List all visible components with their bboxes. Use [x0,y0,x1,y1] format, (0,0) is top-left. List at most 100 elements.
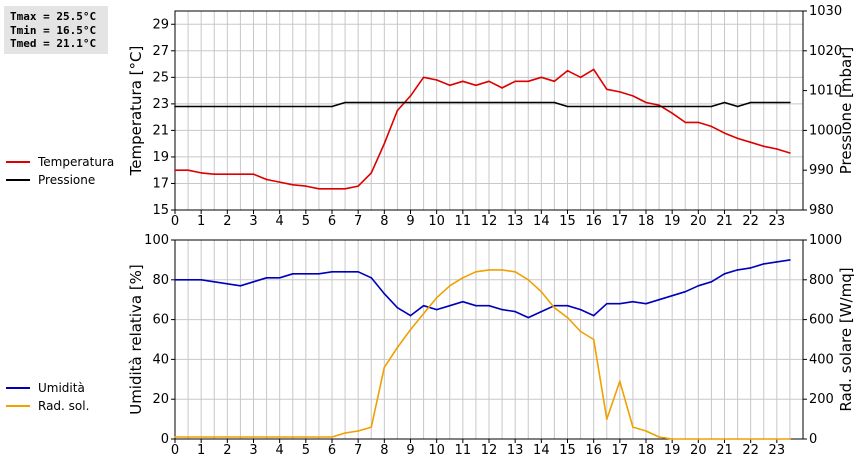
bottom-right-tick-label: 200 [809,392,834,407]
bottom-series-umidita-point [226,282,229,285]
bottom-series-umidita-point [187,279,189,281]
top-x-tick-label: 20 [690,214,707,229]
top-series-temperatura-point [448,84,451,87]
bottom-series-rad_sol-point [762,438,765,440]
bottom-series-umidita-point [422,304,425,307]
bottom-series-rad_sol-point [605,418,608,420]
top-series-pressione-point [278,105,281,108]
bottom-x-tick-label: 5 [302,443,310,458]
bottom-series-rad_sol-point [619,380,621,383]
bottom-series-rad_sol-point [409,328,412,331]
bottom-series-rad_sol-point [501,269,503,271]
bottom-series-rad_sol [174,269,791,440]
bottom-series-rad_sol-point [684,438,687,440]
stat-tmin: Tmin = 16.5°C [10,23,97,37]
bottom-series-rad_sol-line [175,269,790,440]
bottom-series-rad_sol-point [383,366,386,369]
top-series-pressione-point [226,105,229,108]
top-series-pressione-point [291,105,294,108]
bottom-series-umidita-point [318,273,320,275]
bottom-legend-label: Umidità [38,381,85,395]
bottom-x-tick-label: 6 [328,443,336,458]
top-left-axis-label: Temperatura [°C] [127,46,145,177]
bottom-series-rad_sol-point [291,436,294,438]
bottom-series-rad_sol-point [566,316,569,319]
top-series-pressione-point [553,101,556,104]
top-x-tick-label: 2 [223,214,231,229]
top-series-temperatura-point [318,187,320,190]
top-x-tick-label: 14 [533,214,550,229]
top-x-tick-label: 15 [559,214,576,229]
top-series-pressione-point [331,105,333,108]
top-series-pressione-point [501,101,503,104]
top-x-tick-label: 18 [638,214,655,229]
top-series-pressione-point [789,101,791,104]
top-x-tick-label: 16 [585,214,602,229]
bottom-series-rad_sol-point [579,330,582,333]
top-series-temperatura-point [331,187,333,190]
top-series-temperatura-point [422,76,425,79]
bottom-series-rad_sol-point [723,438,726,440]
top-x-tick-label: 17 [612,214,629,229]
bottom-series-rad_sol-point [396,346,399,349]
top-series-temperatura-point [749,141,752,144]
top-left-tick-label: 27 [152,44,169,59]
top-series-temperatura-point [527,80,530,83]
bottom-series-umidita-point [723,273,726,275]
top-x-tick-label: 5 [302,214,310,229]
top-series-temperatura-point [671,112,673,114]
bottom-series-umidita-point [252,280,255,283]
top-series-temperatura-point [383,142,386,145]
top-series-pressione [174,101,791,108]
top-series-pressione-point [252,105,255,108]
bottom-series-rad_sol-point [200,436,202,438]
top-left-tick-label: 15 [152,203,169,218]
bottom-x-tick-label: 15 [559,443,576,458]
top-series-pressione-point [448,101,451,104]
bottom-x-tick-label: 11 [455,443,472,458]
bottom-series-umidita-line [175,259,791,319]
bottom-series-rad_sol-point [370,426,373,428]
bottom-x-tick-label: 8 [380,443,388,458]
bottom-series-rad_sol-point [422,312,425,315]
bottom-series-rad_sol-point [252,436,255,438]
bottom-x-tick-label: 12 [481,443,498,458]
bottom-left-axis-label: Umidità relativa [%] [127,264,145,415]
bottom-left-tick-label: 0 [161,432,169,447]
top-series-temperatura-point [435,79,438,81]
bottom-series-rad_sol-point [710,438,713,440]
top-series-temperatura-point [344,187,346,190]
top-series-pressione-point [710,105,713,108]
bottom-series-rad_sol-point [318,436,320,438]
top-x-tick-label: 13 [507,214,524,229]
top-series-temperatura-point [645,101,647,104]
bottom-series-umidita-point [331,271,333,273]
bottom-series-umidita-point [501,308,503,311]
bottom-series-umidita-point [213,280,216,283]
top-x-tick-label: 3 [249,214,257,229]
bottom-series-rad_sol-point [344,432,346,434]
bottom-series-rad_sol-point [776,438,778,440]
top-left-tick-label: 19 [152,150,169,165]
top-series-temperatura-point [174,169,176,171]
top-series-pressione-point [318,105,320,108]
bottom-right-tick-label: 800 [809,273,834,288]
bottom-series-rad_sol-point [239,436,242,438]
bottom-series-rad_sol-point [462,277,464,279]
top-left-tick-label: 21 [152,123,169,138]
top-series-temperatura-point [357,185,359,187]
bottom-left-tick-label: 40 [152,352,169,367]
top-series-pressione-point [632,105,634,108]
bottom-series-rad_sol-point [592,338,595,341]
top-x-tick-label: 11 [455,214,472,229]
bottom-right-tick-label: 600 [809,313,834,328]
bottom-series-rad_sol-point [736,438,739,440]
top-series-pressione-point [422,101,425,104]
top-x-tick-label: 12 [481,214,498,229]
top-series-temperatura-line [175,68,791,190]
bottom-series-rad_sol-point [671,438,673,440]
top-series-pressione-point [488,101,490,104]
bottom-series-umidita-point [488,304,490,307]
